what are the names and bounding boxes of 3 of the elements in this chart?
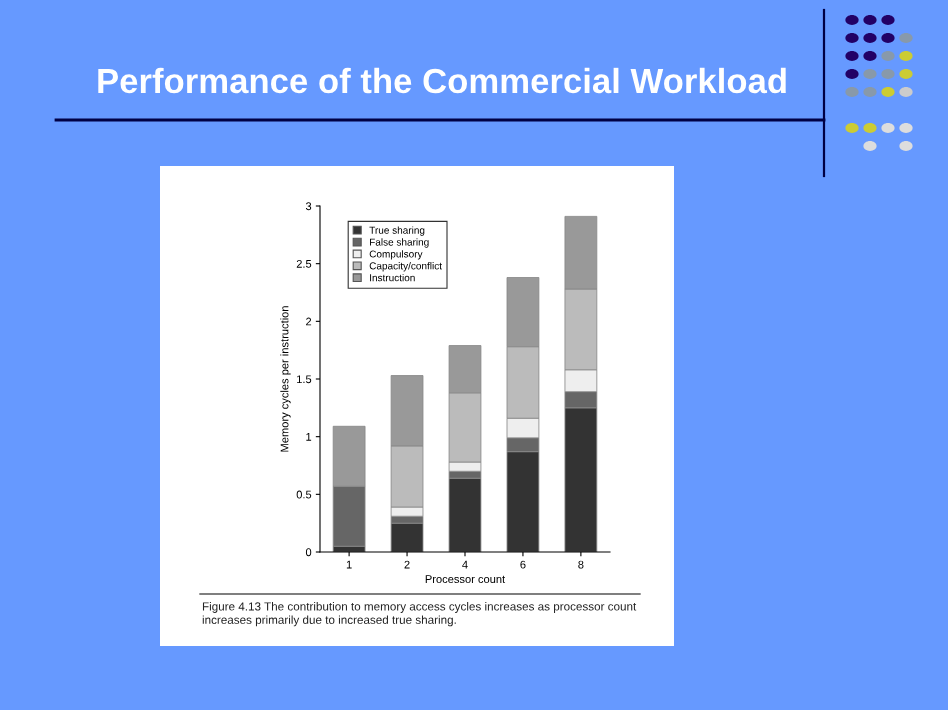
bar (448, 477, 482, 552)
bar (390, 522, 424, 552)
chart-title: Performance of the Commercial Workload (98, 67, 786, 94)
